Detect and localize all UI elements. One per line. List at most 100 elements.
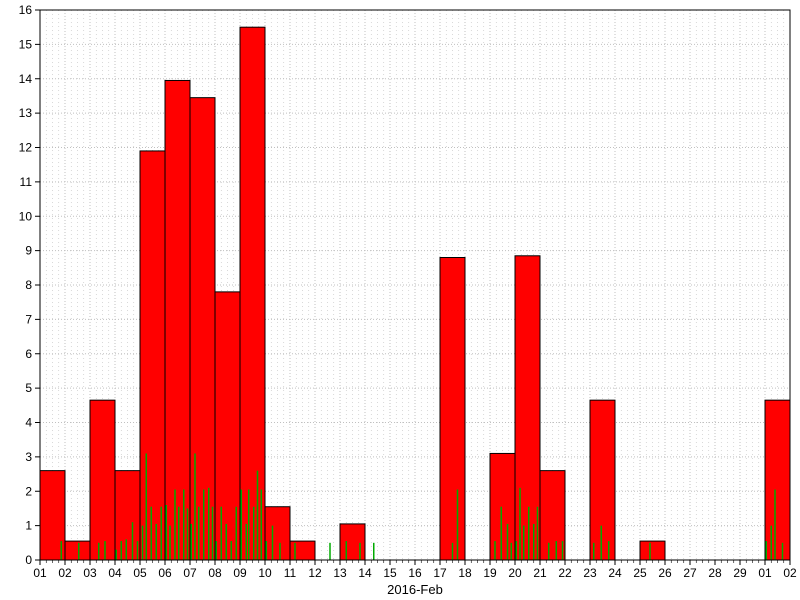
spike	[782, 543, 784, 560]
spike	[266, 541, 268, 560]
y-tick-label: 8	[25, 278, 32, 292]
bar	[90, 400, 115, 560]
spike	[198, 507, 200, 560]
bar	[590, 400, 615, 560]
spike	[183, 490, 185, 560]
spike	[548, 543, 550, 560]
x-tick-label: 05	[133, 566, 147, 580]
spike	[452, 543, 454, 560]
x-tick-label: 23	[583, 566, 597, 580]
y-tick-label: 14	[19, 72, 33, 86]
x-tick-label: 26	[658, 566, 672, 580]
chart-container: 0123456789101112131415160102030405060708…	[0, 0, 800, 600]
y-tick-label: 16	[19, 3, 33, 17]
spike	[537, 507, 539, 560]
y-tick-label: 4	[25, 416, 32, 430]
bar	[115, 471, 140, 560]
spike	[126, 539, 128, 560]
spike	[523, 526, 525, 560]
spike	[601, 526, 603, 560]
y-tick-label: 0	[25, 553, 32, 567]
x-tick-label: 29	[733, 566, 747, 580]
spike	[373, 543, 375, 560]
x-tick-label: 13	[333, 566, 347, 580]
bar	[515, 256, 540, 560]
spike	[457, 490, 459, 560]
y-tick-label: 9	[25, 244, 32, 258]
spike	[516, 541, 518, 560]
spike	[246, 524, 248, 560]
x-tick-label: 22	[558, 566, 572, 580]
spike	[533, 524, 535, 560]
x-tick-label: 04	[108, 566, 122, 580]
spike	[231, 541, 233, 560]
x-tick-label: 21	[533, 566, 547, 580]
spike	[494, 541, 496, 560]
spike	[241, 490, 243, 560]
spike	[151, 507, 153, 560]
spike	[771, 526, 773, 560]
spike	[156, 524, 158, 560]
spike	[236, 507, 238, 560]
y-tick-label: 6	[25, 347, 32, 361]
y-tick-label: 1	[25, 519, 32, 533]
y-tick-label: 10	[19, 209, 33, 223]
spike	[608, 541, 610, 560]
x-axis-label: 2016-Feb	[387, 582, 443, 597]
y-tick-label: 2	[25, 484, 32, 498]
x-tick-label: 08	[208, 566, 222, 580]
spike	[146, 453, 148, 560]
spike	[78, 543, 80, 560]
spike	[212, 507, 214, 560]
spike	[528, 507, 530, 560]
bar	[640, 541, 665, 560]
bar	[440, 258, 465, 561]
y-tick-label: 7	[25, 312, 32, 326]
x-tick-label: 28	[708, 566, 722, 580]
spike	[187, 508, 189, 560]
spike	[359, 543, 361, 560]
spike	[346, 541, 348, 560]
spike	[248, 490, 250, 560]
spike	[593, 543, 595, 560]
spike	[194, 453, 196, 560]
y-tick-label: 12	[19, 141, 33, 155]
spike	[98, 543, 100, 560]
spike	[253, 507, 255, 560]
x-tick-label: 15	[383, 566, 397, 580]
bar	[540, 471, 565, 560]
spike	[507, 524, 509, 560]
spike	[169, 526, 171, 560]
spike	[216, 541, 218, 560]
spike	[562, 541, 564, 560]
spike	[178, 507, 180, 560]
spike	[203, 490, 205, 560]
spike	[511, 543, 513, 560]
spike	[208, 488, 210, 560]
spike	[649, 543, 651, 560]
bar	[190, 98, 215, 560]
spike	[174, 490, 176, 560]
spike	[142, 526, 144, 560]
bar	[340, 524, 365, 560]
x-tick-label: 24	[608, 566, 622, 580]
spike	[221, 507, 223, 560]
spike	[191, 524, 193, 560]
spike	[116, 550, 118, 560]
bar	[290, 541, 315, 560]
x-tick-label: 19	[483, 566, 497, 580]
spike	[501, 507, 503, 560]
spike	[132, 522, 134, 560]
bar	[165, 80, 190, 560]
spike	[137, 541, 139, 560]
spike	[226, 524, 228, 560]
x-tick-label: 14	[358, 566, 372, 580]
y-tick-label: 3	[25, 450, 32, 464]
spike	[294, 543, 296, 560]
x-tick-label: 20	[508, 566, 522, 580]
spike	[556, 541, 558, 560]
x-tick-label: 07	[183, 566, 197, 580]
x-tick-label: 11	[284, 566, 297, 580]
bar	[65, 541, 90, 560]
y-tick-label: 13	[19, 106, 33, 120]
